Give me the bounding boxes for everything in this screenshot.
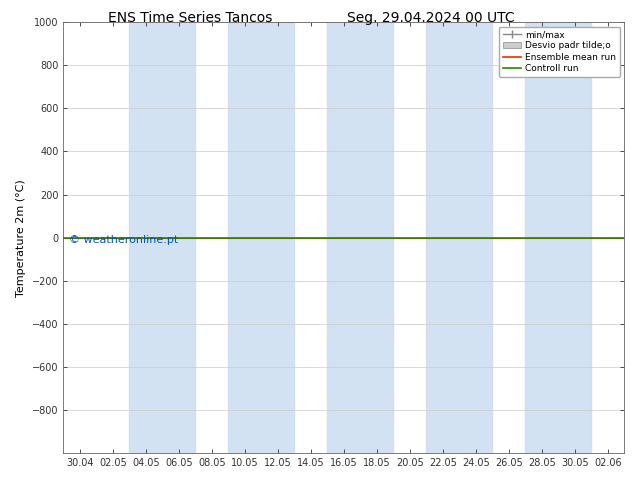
Legend: min/max, Desvio padr tilde;o, Ensemble mean run, Controll run: min/max, Desvio padr tilde;o, Ensemble m… bbox=[499, 26, 620, 76]
Bar bbox=[327, 22, 394, 453]
Bar bbox=[129, 22, 195, 453]
Bar bbox=[526, 22, 592, 453]
Text: Seg. 29.04.2024 00 UTC: Seg. 29.04.2024 00 UTC bbox=[347, 11, 515, 25]
Bar bbox=[427, 22, 493, 453]
Bar bbox=[228, 22, 294, 453]
Text: © weatheronline.pt: © weatheronline.pt bbox=[69, 236, 178, 245]
Y-axis label: Temperature 2m (°C): Temperature 2m (°C) bbox=[16, 179, 27, 296]
Text: ENS Time Series Tancos: ENS Time Series Tancos bbox=[108, 11, 273, 25]
